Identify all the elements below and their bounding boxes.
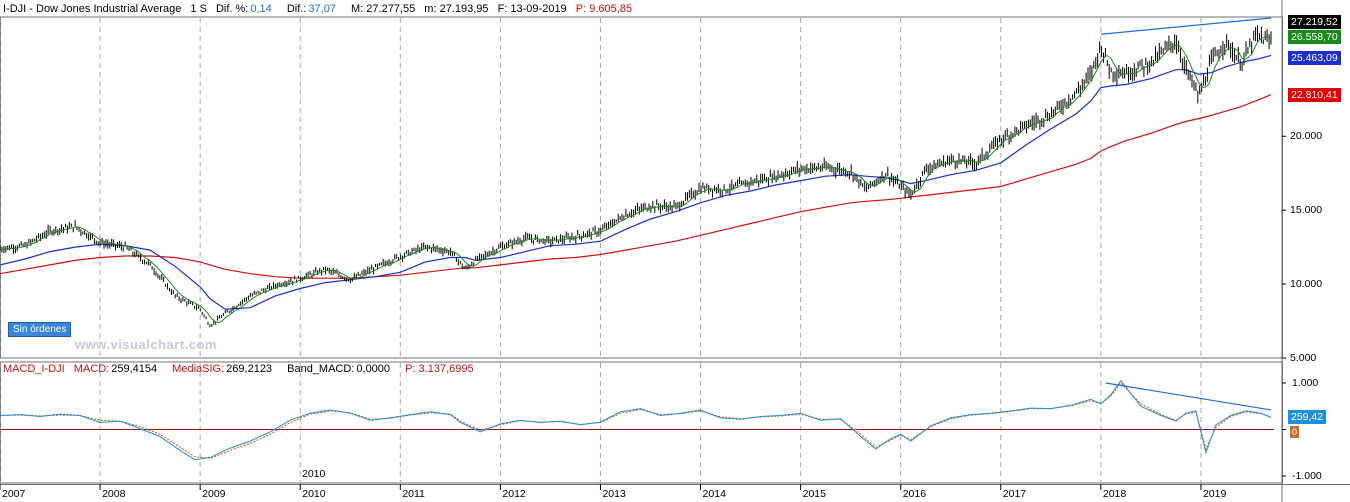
x-tick-label-2014: 2014 bbox=[702, 488, 726, 500]
macd-label: MACD: bbox=[73, 363, 110, 375]
dif-value: 37,07 bbox=[308, 3, 336, 15]
price-label-2: 25.463,09 bbox=[1288, 50, 1341, 65]
price-y-tick-label-20000: 20.000 bbox=[1290, 130, 1323, 143]
max-label: M: 27.277,55 bbox=[351, 3, 416, 15]
signal-label: MediaSIG: bbox=[172, 363, 225, 375]
x-tick-label-2007: 2007 bbox=[2, 488, 26, 500]
macd-symbol: MACD_I-DJI bbox=[3, 363, 65, 375]
macd-header: MACD_I-DJI MACD: 259,4154 MediaSIG: 269,21… bbox=[3, 363, 480, 376]
x-tick-label-2019: 2019 bbox=[1202, 488, 1227, 500]
macd-zero-marker: 0 bbox=[1290, 425, 1300, 438]
x-tick-label-2008: 2008 bbox=[102, 488, 126, 500]
dif-pct-value: 0,14 bbox=[250, 3, 272, 15]
ma-long-line bbox=[0, 94, 1272, 279]
price-label-3: 22.810,41 bbox=[1288, 87, 1341, 102]
x-tick-label-2012: 2012 bbox=[502, 488, 526, 500]
date-label: F: 13-09-2019 bbox=[497, 3, 567, 15]
x-tick-label-2009: 2009 bbox=[202, 488, 226, 500]
macd-y-tick-label-1000: 1.000 bbox=[1292, 376, 1319, 389]
macd-trendline bbox=[1105, 382, 1272, 411]
price-header: I-DJI - Dow Jones Industrial Average 1 S… bbox=[3, 3, 638, 16]
macd-line bbox=[0, 379, 1272, 461]
band-label: Band_MACD: bbox=[287, 363, 355, 375]
orders-badge[interactable]: Sin órdenes bbox=[8, 322, 72, 337]
x-tick-label-2017: 2017 bbox=[1002, 488, 1027, 500]
price-label-0: 27.219,52 bbox=[1288, 14, 1341, 29]
signal-line bbox=[0, 382, 1272, 459]
price-y-tick-label-10000: 10.000 bbox=[1290, 278, 1323, 291]
x-tick-label-2013: 2013 bbox=[602, 488, 626, 500]
price-label: P: 9.605,85 bbox=[575, 3, 633, 15]
price-label-1: 26.558,70 bbox=[1288, 30, 1341, 45]
cursor-year-label: 2010 bbox=[302, 468, 326, 480]
macd-panel-frame bbox=[0, 361, 1283, 484]
price-bars bbox=[0, 25, 1272, 328]
signal-value: 269,2123 bbox=[226, 363, 273, 375]
macd-value-label: 259,42 bbox=[1288, 410, 1327, 425]
ma-short-line bbox=[0, 35, 1272, 323]
price-y-tick-label-15000: 15.000 bbox=[1290, 204, 1323, 217]
ma-mid-line bbox=[0, 54, 1272, 310]
x-tick-label-2018: 2018 bbox=[1102, 488, 1127, 500]
dif-label: Dif.: bbox=[286, 3, 307, 15]
watermark: www.visualchart.com bbox=[75, 337, 217, 352]
period: 1 S bbox=[190, 3, 207, 15]
macd-value: 259,4154 bbox=[111, 363, 158, 375]
band-value: 0,0000 bbox=[356, 363, 391, 375]
min-label: m: 27.193,95 bbox=[424, 3, 489, 15]
x-tick-label-2010: 2010 bbox=[302, 488, 326, 500]
price-y-tick-label-5000: 5.000 bbox=[1290, 352, 1317, 364]
price-trendline bbox=[1100, 17, 1272, 35]
x-tick-label-2011: 2011 bbox=[402, 488, 425, 500]
x-tick-label-2016: 2016 bbox=[902, 488, 927, 500]
symbol-name: I-DJI - Dow Jones Industrial Average bbox=[3, 3, 182, 15]
x-tick-label-2015: 2015 bbox=[802, 488, 826, 500]
dif-pct-label: Dif. %: bbox=[215, 3, 249, 15]
macd-y-tick-label--1000: -1.000 bbox=[1292, 470, 1322, 483]
macd-p-label: P: 3.137,6995 bbox=[405, 363, 474, 375]
